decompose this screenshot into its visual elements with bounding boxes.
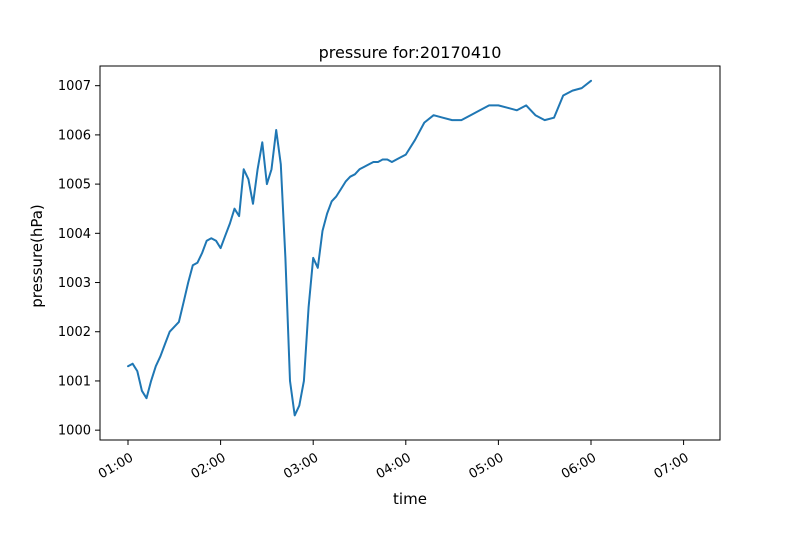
y-tick-label: 1002 [58, 325, 91, 340]
y-tick-label: 1003 [58, 276, 91, 291]
axes-frame [99, 65, 721, 441]
series-line-pressure [127, 79, 592, 417]
series-layer [127, 79, 592, 417]
y-tick-label: 1007 [58, 79, 91, 94]
plot-area [99, 65, 721, 441]
y-tick-label: 1005 [58, 178, 91, 193]
y-tick-label: 1001 [58, 374, 91, 389]
x-axis-label: time [393, 490, 427, 508]
y-tick-label: 1006 [58, 128, 91, 143]
y-tick-label: 1000 [58, 424, 91, 439]
y-tick-label: 1004 [58, 227, 91, 242]
y-axis-ticks: 1000 1001 1002 1003 1004 1005 1006 1007 [58, 79, 100, 439]
y-axis-label: pressure(hPa) [28, 204, 46, 308]
chart-title: pressure for:20170410 [319, 43, 502, 62]
